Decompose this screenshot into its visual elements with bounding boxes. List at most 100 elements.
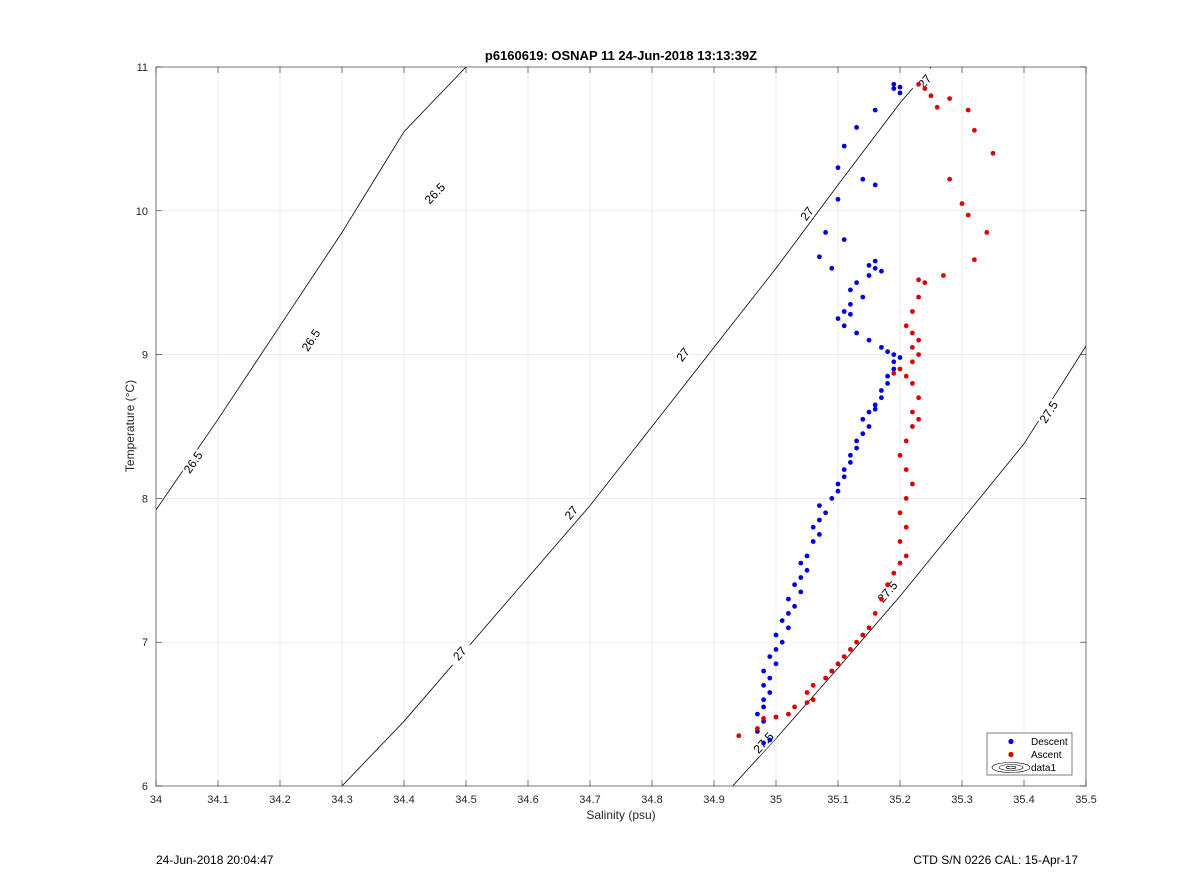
- ascent-point: [848, 647, 853, 652]
- ascent-point: [928, 93, 934, 99]
- descent-point: [804, 553, 810, 559]
- descent-point: [860, 416, 866, 422]
- ascent-point: [959, 201, 965, 207]
- descent-point: [810, 524, 816, 530]
- descent-point: [792, 582, 797, 588]
- ascent-point: [841, 654, 847, 659]
- ascent-point: [916, 416, 921, 422]
- ascent-point: [916, 277, 921, 283]
- descent-point: [854, 330, 859, 336]
- ascent-point: [903, 524, 909, 530]
- ascent-point: [916, 81, 921, 87]
- descent-point: [891, 352, 897, 357]
- ascent-point: [965, 107, 971, 113]
- legend-label-descent: Descent: [1031, 737, 1068, 748]
- descent-point: [817, 517, 822, 523]
- descent-point: [841, 467, 847, 472]
- descent-point: [829, 496, 835, 501]
- isopycnal-26.5: [156, 67, 467, 511]
- descent-point: [798, 575, 804, 580]
- data-points: [736, 81, 996, 746]
- ascent-point: [903, 438, 909, 444]
- y-tick-label: 8: [142, 493, 148, 505]
- ascent-point: [910, 345, 915, 350]
- descent-point: [829, 265, 835, 271]
- ascent-point: [804, 700, 810, 705]
- descent-point: [879, 345, 884, 350]
- descent-point: [817, 532, 822, 537]
- descent-point: [872, 258, 878, 264]
- descent-point: [872, 182, 878, 188]
- ascent-point: [903, 323, 909, 329]
- descent-point: [835, 165, 841, 171]
- descent-point: [848, 311, 853, 317]
- ascent-point: [990, 150, 996, 156]
- descent-point: [885, 349, 890, 355]
- legend-marker-descent: [1008, 738, 1014, 745]
- descent-point: [860, 431, 866, 437]
- chart-title: p6160619: OSNAP 11 24-Jun-2018 13:13:39Z: [485, 48, 757, 63]
- ascent-point: [916, 337, 921, 343]
- y-tick-label: 7: [142, 637, 148, 649]
- y-tick-label: 10: [136, 206, 148, 218]
- descent-point: [891, 86, 897, 91]
- legend: Descent Ascent data1: [986, 732, 1073, 776]
- descent-point: [786, 596, 791, 602]
- ascent-point: [835, 661, 841, 667]
- contour-label-27: 27: [556, 497, 585, 527]
- descent-point: [773, 632, 779, 638]
- descent-point: [854, 125, 859, 130]
- ascent-point: [934, 104, 940, 110]
- ascent-point: [984, 230, 990, 235]
- descent-point: [841, 474, 847, 480]
- descent-point: [866, 424, 872, 429]
- descent-point: [823, 510, 828, 516]
- x-tick-label: 35.2: [889, 794, 910, 806]
- descent-point: [779, 639, 785, 645]
- x-tick-label: 34: [150, 794, 162, 806]
- ascent-point: [792, 704, 797, 710]
- x-tick-label: 34.6: [517, 794, 538, 806]
- descent-point: [804, 567, 810, 573]
- descent-point: [823, 230, 828, 235]
- descent-point: [841, 237, 847, 243]
- y-tick-label: 6: [142, 781, 148, 793]
- descent-point: [835, 196, 841, 202]
- descent-point: [773, 647, 779, 652]
- descent-point: [761, 697, 766, 703]
- y-axis-label: Temperature (°C): [123, 380, 137, 472]
- descent-point: [891, 366, 897, 372]
- descent-point: [817, 254, 822, 260]
- descent-point: [854, 445, 859, 451]
- contour-label-27: 27: [445, 638, 473, 668]
- descent-point: [767, 690, 773, 695]
- descent-point: [841, 143, 847, 149]
- descent-point: [810, 539, 816, 544]
- descent-point: [897, 90, 903, 96]
- descent-point: [761, 704, 766, 710]
- legend-box: [986, 732, 1073, 776]
- ascent-point: [860, 632, 866, 638]
- ascent-point: [916, 395, 921, 401]
- ascent-point: [910, 359, 915, 365]
- ascent-point: [885, 582, 890, 588]
- descent-point: [872, 265, 878, 271]
- ascent-point: [804, 690, 810, 695]
- ascent-point: [903, 496, 909, 501]
- ascent-point: [903, 467, 909, 472]
- ascent-point: [829, 668, 835, 674]
- x-tick-label: 35: [770, 794, 782, 806]
- x-tick-label: 35.5: [1075, 794, 1096, 806]
- descent-point: [786, 611, 791, 616]
- descent-point: [897, 355, 903, 360]
- axes-background: [156, 67, 1086, 786]
- descent-point: [786, 625, 791, 631]
- ascent-point: [872, 611, 878, 616]
- ascent-point: [910, 481, 915, 487]
- descent-point: [798, 560, 804, 566]
- x-tick-label: 34.7: [579, 794, 600, 806]
- ascent-point: [910, 381, 915, 386]
- ascent-point: [965, 212, 971, 218]
- ascent-point: [810, 682, 816, 688]
- descent-point: [779, 618, 785, 623]
